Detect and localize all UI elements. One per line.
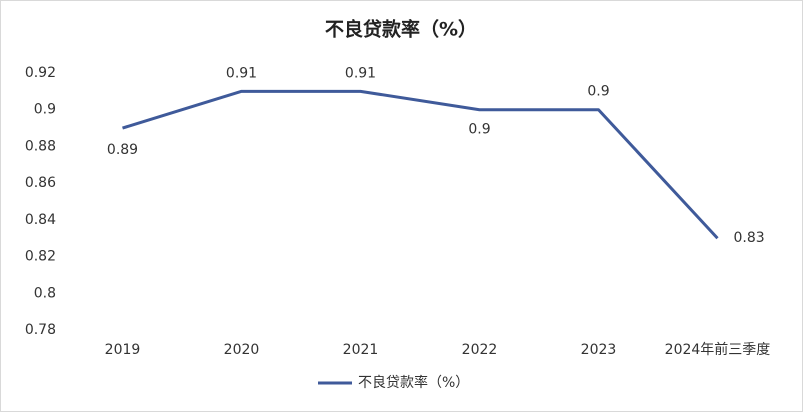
y-tick-label: 0.9 <box>34 102 56 118</box>
data-label: 0.91 <box>345 65 376 81</box>
x-tick-label: 2019 <box>105 342 141 358</box>
y-tick-label: 0.86 <box>25 175 56 191</box>
x-tick-label: 2020 <box>224 342 260 358</box>
data-line <box>122 89 719 240</box>
x-tick-label: 2021 <box>343 342 379 358</box>
x-tick-label: 2022 <box>462 342 498 358</box>
chart-title: 不良贷款率（%） <box>325 18 477 41</box>
x-tick-label: 2023 <box>581 342 617 358</box>
data-label: 0.91 <box>226 65 257 81</box>
y-tick-label: 0.8 <box>34 285 56 301</box>
legend-label: 不良贷款率（%） <box>358 374 469 391</box>
data-label: 0.9 <box>468 122 490 138</box>
y-tick-label: 0.82 <box>25 249 56 265</box>
data-label: 0.83 <box>734 230 765 246</box>
x-tick-label: 2024年前三季度 <box>665 341 771 358</box>
data-label: 0.9 <box>587 84 609 100</box>
data-label: 0.89 <box>107 142 138 158</box>
y-tick-label: 0.92 <box>25 65 56 81</box>
y-tick-label: 0.78 <box>25 322 56 338</box>
y-tick-label: 0.88 <box>25 138 56 154</box>
y-tick-label: 0.84 <box>25 212 56 228</box>
